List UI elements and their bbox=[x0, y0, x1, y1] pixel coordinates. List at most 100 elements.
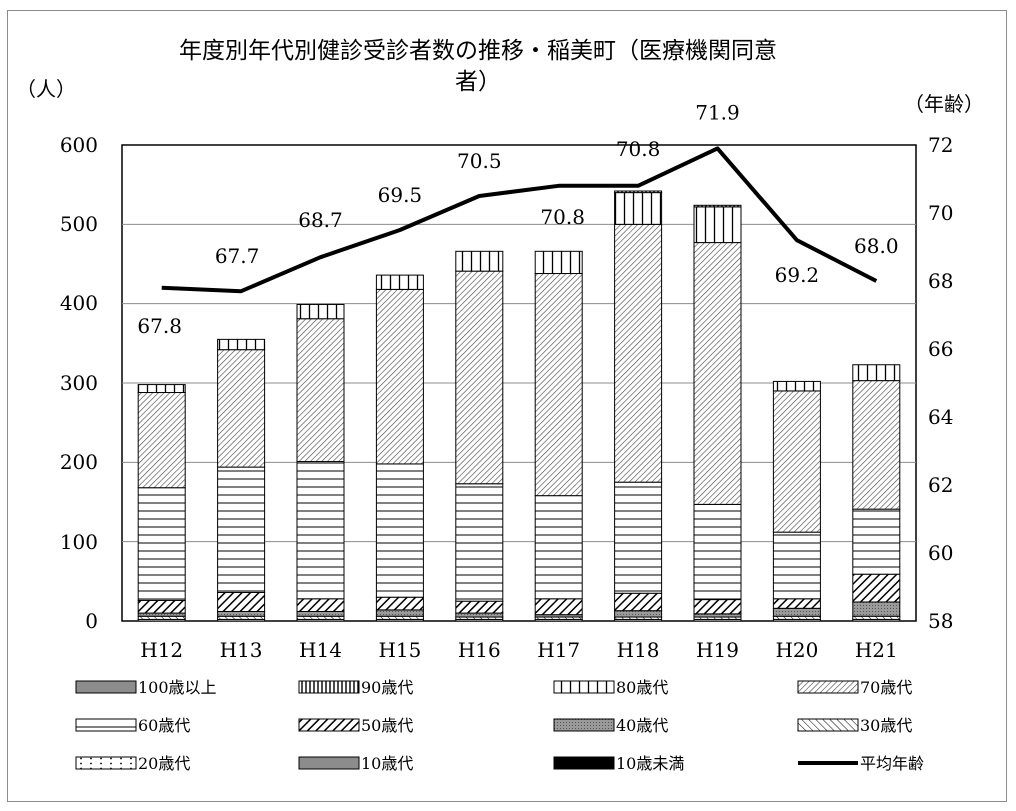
bar-segment bbox=[614, 192, 663, 225]
bar-segment bbox=[614, 223, 663, 483]
bar-segment bbox=[375, 274, 424, 290]
legend-swatch bbox=[553, 718, 615, 732]
bar-segment bbox=[217, 338, 266, 351]
chart-title-line1: 年度別年代別健診受診者数の推移・稲美町（医療機関同意 bbox=[179, 38, 777, 64]
bar-segment bbox=[852, 573, 901, 603]
x-category-label: H18 bbox=[617, 638, 660, 662]
legend: 100歳以上 90歳代 80歳代 70歳代 60歳代 50歳代 40歳代 30歳代 20歳代 10… bbox=[75, 678, 924, 773]
legend-item: 50歳代 bbox=[298, 716, 413, 735]
bar-segment bbox=[296, 318, 345, 463]
y-axis-title: （人） bbox=[16, 77, 76, 101]
y-tick-label: 500 bbox=[60, 212, 98, 236]
bar-segment bbox=[137, 487, 186, 601]
line-data-label: 69.5 bbox=[378, 183, 423, 207]
line-data-label: 67.7 bbox=[215, 244, 260, 268]
bar-segment bbox=[693, 242, 742, 505]
x-category-label: H20 bbox=[775, 638, 818, 662]
bar-segment bbox=[217, 466, 266, 593]
line-data-label: 71.9 bbox=[695, 100, 740, 124]
y2-tick-label: 70 bbox=[928, 201, 953, 225]
bar-segment bbox=[772, 390, 821, 533]
bar-segment bbox=[137, 384, 186, 394]
bar-segment bbox=[217, 349, 266, 468]
legend-label: 10歳未満 bbox=[616, 754, 684, 773]
legend-label: 80歳代 bbox=[616, 678, 668, 697]
bar-segment bbox=[852, 364, 901, 382]
y2-tick-label: 66 bbox=[928, 337, 953, 361]
bar-segment bbox=[614, 190, 663, 194]
y-tick-label: 100 bbox=[60, 530, 98, 554]
bar-segment bbox=[772, 380, 821, 392]
bar-segment bbox=[852, 601, 901, 617]
legend-label: 50歳代 bbox=[361, 716, 413, 735]
x-category-label: H17 bbox=[537, 638, 580, 662]
bar-segment bbox=[217, 591, 266, 612]
x-category-label: H13 bbox=[220, 638, 263, 662]
x-category-label: H19 bbox=[696, 638, 739, 662]
legend-label: 10歳代 bbox=[361, 754, 413, 773]
line-data-label: 70.8 bbox=[616, 137, 661, 161]
legend-swatch bbox=[797, 680, 859, 694]
line-data-label: 70.5 bbox=[457, 149, 502, 173]
y2-axis-ticks: 58 60 62 64 66 68 70 72 bbox=[928, 133, 953, 633]
legend-label: 平均年齢 bbox=[860, 754, 924, 773]
bar-segment bbox=[772, 607, 821, 617]
bar-segment bbox=[534, 250, 583, 275]
line-data-label: 68.7 bbox=[298, 208, 343, 232]
bar-segment bbox=[137, 599, 186, 614]
legend-item: 10歳未満 bbox=[553, 754, 684, 773]
legend-swatch bbox=[553, 680, 615, 694]
legend-label: 100歳以上 bbox=[138, 678, 217, 697]
bar-segment bbox=[375, 288, 424, 465]
y-tick-label: 200 bbox=[60, 450, 98, 474]
line-data-label: 69.2 bbox=[775, 263, 820, 287]
chart-svg: 年度別年代別健診受診者数の推移・稲美町（医療機関同意 者） （人） （年齢） 0… bbox=[16, 38, 984, 773]
bar-segment bbox=[296, 610, 345, 617]
x-category-label: H14 bbox=[299, 638, 342, 662]
y2-tick-label: 72 bbox=[928, 133, 953, 157]
legend-label: 20歳代 bbox=[138, 754, 190, 773]
bar-segment bbox=[375, 463, 424, 598]
legend-item: 100歳以上 bbox=[75, 678, 217, 697]
legend-swatch bbox=[298, 756, 360, 770]
average-age-line bbox=[161, 146, 878, 294]
bar-segment bbox=[772, 531, 821, 600]
bar-segment bbox=[217, 610, 266, 617]
bar-segment bbox=[455, 600, 504, 614]
x-category-label: H15 bbox=[378, 638, 421, 662]
legend-swatch bbox=[553, 756, 615, 770]
y2-tick-label: 58 bbox=[928, 609, 953, 633]
bar-segment bbox=[455, 483, 504, 602]
bar-segment bbox=[296, 598, 345, 612]
line-series bbox=[161, 146, 878, 294]
legend-swatch bbox=[298, 718, 360, 732]
x-category-label: H16 bbox=[458, 638, 501, 662]
y-tick-label: 400 bbox=[60, 291, 98, 315]
legend-item: 70歳代 bbox=[797, 678, 912, 697]
bar-segment bbox=[614, 481, 663, 594]
bar-segment bbox=[614, 610, 663, 618]
y2-tick-label: 62 bbox=[928, 473, 953, 497]
line-data-label: 68.0 bbox=[854, 234, 899, 258]
bar-segment bbox=[296, 461, 345, 600]
legend-label: 60歳代 bbox=[138, 716, 190, 735]
line-data-label: 67.8 bbox=[137, 314, 182, 338]
bar-segment bbox=[693, 599, 742, 615]
y2-tick-label: 64 bbox=[928, 405, 953, 429]
data-labels: 67.8 67.7 68.7 69.5 70.5 70.8 70.8 71.9 69.2 68.0 bbox=[137, 100, 898, 337]
legend-item: 80歳代 bbox=[553, 678, 668, 697]
bar-segment bbox=[693, 206, 742, 244]
bar-segment bbox=[772, 598, 821, 609]
legend-label: 30歳代 bbox=[860, 716, 912, 735]
chart-title-line2: 者） bbox=[455, 69, 501, 95]
x-category-label: H21 bbox=[855, 638, 898, 662]
bar-segment bbox=[455, 250, 504, 272]
bar-segment bbox=[534, 598, 583, 616]
bar-segment bbox=[137, 392, 186, 489]
legend-item: 30歳代 bbox=[797, 716, 912, 735]
legend-swatch bbox=[75, 680, 137, 694]
bar-segment bbox=[296, 303, 345, 320]
bar-segment bbox=[614, 592, 663, 612]
line-data-label: 70.8 bbox=[540, 205, 585, 229]
y-axis-ticks: 0 100 200 300 400 500 600 bbox=[60, 133, 98, 633]
